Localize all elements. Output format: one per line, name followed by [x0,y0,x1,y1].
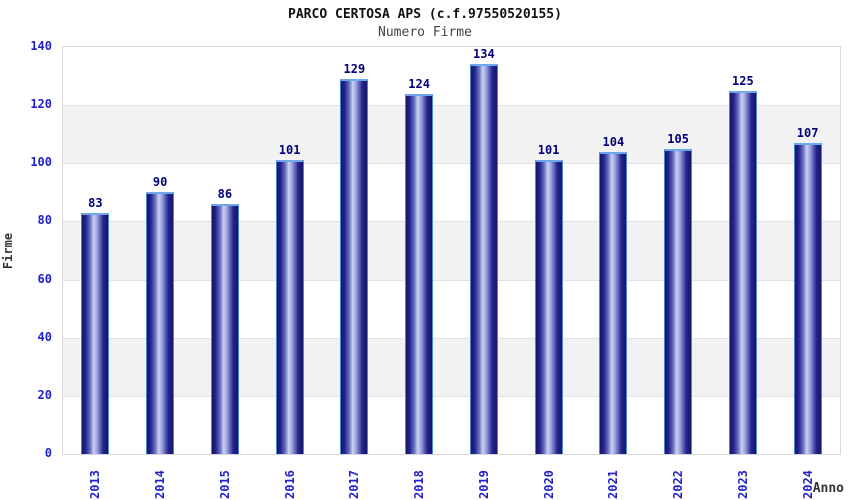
bar-value-label: 83 [88,195,103,210]
y-tick-label: 60 [37,271,52,286]
gridline [63,105,840,107]
bar-value-label: 86 [217,186,233,201]
bar-value-label: 125 [732,73,754,88]
bar-2023 [728,90,757,454]
bar-2015 [210,204,239,454]
bar-2021 [599,151,628,454]
y-tick-label: 80 [37,213,52,228]
gridline [63,163,840,165]
x-tick-label: 2015 [217,470,232,499]
x-tick-label: 2017 [347,470,362,499]
x-tick-label: 2020 [541,470,556,499]
bar-2020 [534,160,563,454]
bar-2016 [275,160,304,454]
bar-2019 [469,64,498,454]
x-tick-label: 2023 [735,470,750,499]
chart-title: PARCO CERTOSA APS (c.f.97550520155) [288,7,562,22]
x-tick-label: 2018 [412,470,427,499]
bar-value-label: 107 [796,125,819,140]
bar-2024 [793,142,822,454]
x-tick-label: 2022 [671,470,686,499]
bar-2013 [81,212,110,454]
x-tick-label: 2016 [282,470,297,499]
x-axis: 2013 2014 2015 2016 2017 2018 2019 2020 2021 2022… [62,459,841,500]
chart-subtitle: Numero Firme [378,25,472,40]
bar-2018 [405,93,434,454]
bar-value-label: 124 [408,76,430,91]
y-tick-label: 100 [30,155,52,170]
plot-band [63,105,840,164]
x-tick-label: 2014 [153,470,168,499]
bar-value-label: 104 [602,134,625,149]
y-tick-label: 40 [37,329,52,344]
gridline [63,395,840,397]
y-tick-label: 120 [30,97,52,112]
y-tick-label: 0 [44,446,52,460]
gridline [63,221,840,223]
x-tick-label: 2013 [88,470,103,499]
bar-value-label: 105 [667,131,689,146]
bar-value-label: 101 [537,143,560,158]
gridline [63,337,840,339]
x-axis-label: Anno [812,481,844,496]
y-tick-label: 140 [30,39,52,53]
x-tick-label: 2021 [606,470,621,499]
bar-2017 [340,78,369,454]
y-tick-label: 20 [37,387,52,402]
x-tick-label: 2019 [476,470,491,499]
y-axis: 0 20 40 60 80 100 120 140 [0,39,56,460]
plot-band [63,221,840,280]
bar-2022 [664,148,693,454]
bar-value-label: 90 [152,175,168,190]
plot-area: 83 90 86 101 129 124 134 101 104 105 125 107 [62,46,841,455]
plot-band [63,337,840,396]
bar-2014 [146,192,175,454]
gridline [63,279,840,281]
bar-value-label: 134 [473,47,495,62]
bar-value-label: 129 [343,61,366,76]
bar-value-label: 101 [278,143,301,158]
